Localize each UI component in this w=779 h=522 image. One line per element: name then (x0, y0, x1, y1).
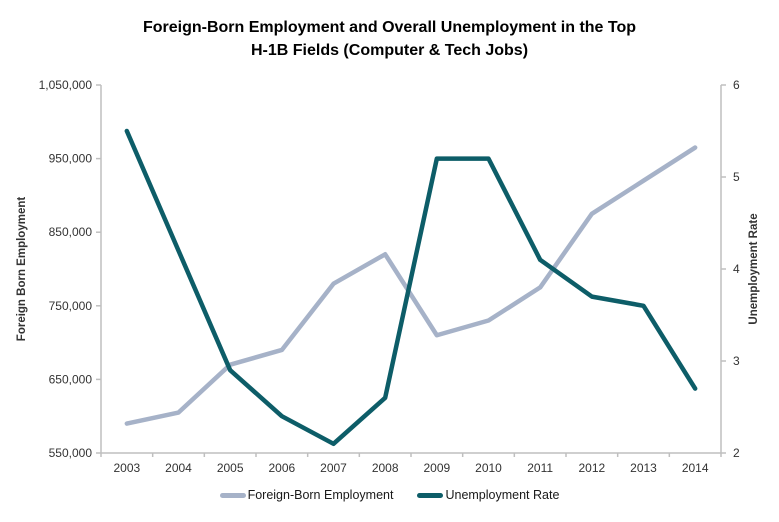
left-axis-title: Foreign Born Employment (16, 197, 28, 342)
right-axis-tick-label: 2 (733, 446, 740, 460)
right-axis-tick-label: 6 (733, 78, 740, 92)
x-axis-tick-label: 2007 (320, 461, 347, 475)
x-axis-tick-label: 2003 (113, 461, 140, 475)
chart-title-line2: H-1B Fields (Computer & Tech Jobs) (250, 42, 529, 59)
legend-label-employment: Foreign-Born Employment (247, 488, 394, 502)
employment-line-swatch (219, 492, 246, 498)
x-axis-tick-label: 2009 (423, 461, 450, 475)
x-axis-tick-label: 2004 (165, 461, 192, 475)
legend-item-unemployment: Unemployment Rate (417, 488, 559, 502)
x-axis-tick-label: 2008 (372, 461, 399, 475)
x-axis-tick-label: 2010 (475, 461, 502, 475)
chart-title-line1: Foreign-Born Employment and Overall Unem… (142, 19, 637, 36)
x-axis-tick-label: 2005 (217, 461, 244, 475)
left-axis-tick-label: 850,000 (49, 225, 93, 239)
right-axis-tick-label: 5 (733, 170, 740, 184)
left-axis-tick-label: 550,000 (49, 446, 93, 460)
right-axis-tick-label: 4 (733, 262, 740, 276)
legend-label-unemployment: Unemployment Rate (445, 488, 560, 502)
left-axis-tick-label: 750,000 (49, 299, 93, 313)
x-axis-tick-label: 2012 (578, 461, 605, 475)
right-axis-title: Unemployment Rate (748, 213, 760, 324)
employment-line (124, 145, 698, 426)
left-axis-tick-label: 650,000 (49, 372, 93, 386)
left-axis-tick-label: 950,000 (49, 152, 93, 166)
chart-title: Foreign-Born Employment and Overall Unem… (0, 16, 779, 62)
legend-item-employment: Foreign-Born Employment (219, 488, 394, 502)
x-axis-tick-label: 2006 (268, 461, 295, 475)
x-axis-tick-label: 2011 (527, 461, 553, 475)
x-axis-tick-label: 2013 (630, 461, 657, 475)
x-axis-tick-label: 2014 (682, 461, 709, 475)
unemployment-line (124, 128, 698, 447)
left-axis-tick-label: 1,050,000 (39, 78, 93, 92)
chart-legend: Foreign-Born Employment Unemployment Rat… (0, 488, 779, 502)
unemployment-line-swatch (417, 492, 444, 498)
right-axis-tick-label: 3 (733, 354, 740, 368)
